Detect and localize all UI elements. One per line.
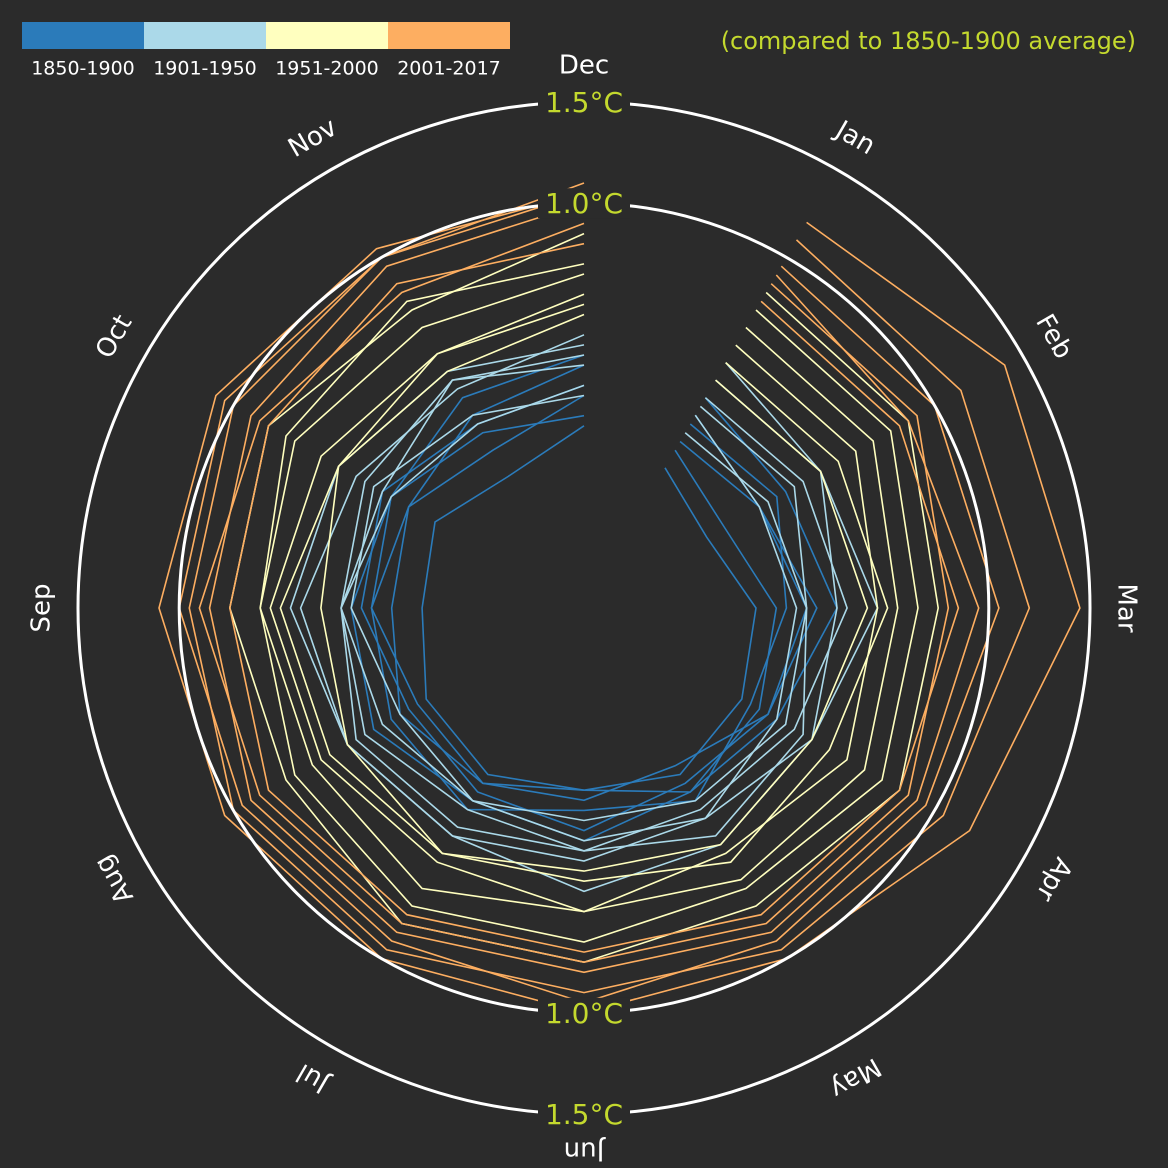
ring-label: 1.5°C <box>545 86 623 119</box>
ring-label: 1.5°C <box>545 1098 623 1131</box>
ring-label: 1.0°C <box>545 997 623 1030</box>
legend-swatch <box>388 22 510 49</box>
legend-label: 1850-1900 <box>31 58 135 80</box>
series-line <box>279 303 889 883</box>
series-line <box>340 364 848 852</box>
series-line <box>259 273 899 913</box>
series-line <box>259 263 919 943</box>
series-line <box>320 313 869 872</box>
month-label: Sep <box>27 583 57 632</box>
subtitle: (compared to 1850-1900 average) <box>721 27 1136 55</box>
legend-swatch <box>266 22 388 49</box>
series-line <box>421 425 757 792</box>
legend-label: 2001-2017 <box>397 58 501 80</box>
series-line <box>269 293 879 913</box>
series-line <box>340 384 808 822</box>
ring-label-bg <box>538 997 630 1028</box>
legend-swatch <box>22 22 144 49</box>
month-label: Mar <box>1112 583 1142 632</box>
ring-label: 1.0°C <box>545 187 623 220</box>
legend-label: 1901-1950 <box>153 58 257 80</box>
series-line <box>208 202 980 974</box>
series-line <box>198 222 950 964</box>
ring-label-bg <box>538 87 630 117</box>
ring-label-bg <box>538 1099 630 1129</box>
ring-label-bg <box>538 188 630 219</box>
series-line <box>370 414 808 802</box>
series-line <box>350 394 798 842</box>
series-line <box>299 334 838 862</box>
series-line <box>188 192 1031 994</box>
legend-swatch <box>144 22 266 49</box>
series-line <box>340 354 808 852</box>
month-label: Dec <box>559 51 609 81</box>
legend-label: 1951-2000 <box>275 58 379 80</box>
series-line <box>228 242 960 953</box>
series-line <box>390 394 778 793</box>
series-line <box>158 192 1081 1014</box>
month-label: Jun <box>564 1136 607 1166</box>
